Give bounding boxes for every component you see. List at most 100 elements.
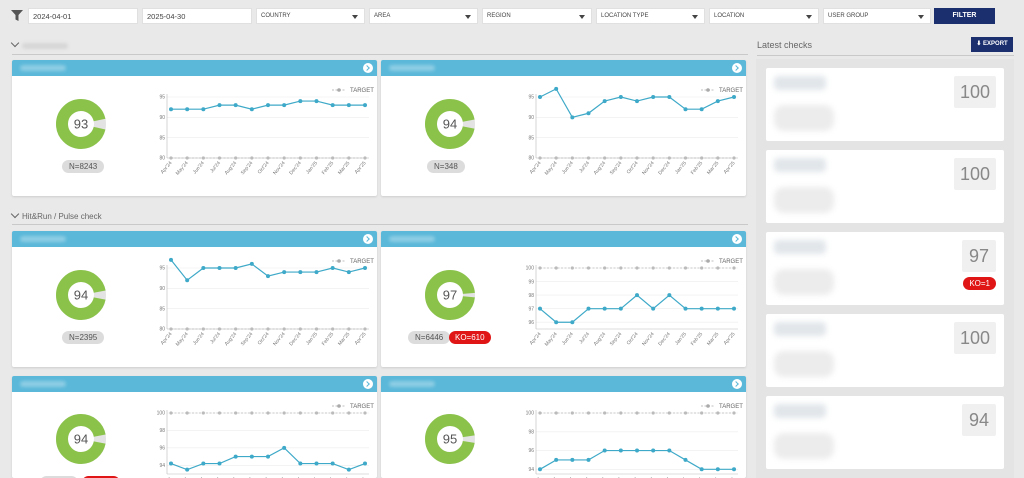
funnel-icon[interactable] — [11, 10, 23, 21]
user-group-select[interactable]: USER GROUP — [823, 8, 931, 24]
target-point — [363, 411, 367, 415]
target-point — [347, 411, 351, 415]
x-tick-label: Jan'25 — [674, 160, 688, 175]
series-point — [249, 454, 254, 459]
x-tick-label: Aug'24 — [224, 160, 239, 176]
target-point — [651, 266, 655, 270]
check-item[interactable]: 100 — [766, 150, 1004, 223]
section-2-title: Hit&Run / Pulse check — [22, 212, 102, 221]
check-score: 100 — [954, 322, 996, 354]
check-item[interactable]: 94 — [766, 396, 1004, 469]
section-2-toggle[interactable]: Hit&Run / Pulse check — [10, 209, 102, 221]
series-point — [201, 266, 206, 270]
arrow-right-circle-icon[interactable] — [732, 234, 742, 244]
location-select[interactable]: LOCATION — [709, 8, 819, 24]
x-tick-label: Feb'25 — [690, 160, 704, 176]
filter-button[interactable]: FILTER — [934, 8, 995, 24]
y-tick-label: 95 — [528, 95, 534, 101]
target-point — [586, 411, 591, 415]
series-point — [363, 266, 367, 270]
y-tick-label: 100 — [157, 411, 166, 417]
series-point — [570, 115, 575, 120]
target-point — [201, 156, 205, 160]
target-point — [185, 156, 189, 160]
target-point — [298, 411, 302, 415]
export-button[interactable]: ⬇ EXPORT — [971, 37, 1013, 52]
filter-bar: 2024-04-01 2025-04-30 COUNTRY AREA REGIO… — [0, 0, 1024, 32]
location-type-select[interactable]: LOCATION TYPE — [596, 8, 705, 24]
score-donut: 94 — [425, 99, 475, 149]
metric-card: 94 N=348 TARGET 80 85 90 95 Apr'24 May'24 Jun'2… — [381, 60, 746, 196]
x-tick-label: Apr'25 — [723, 331, 737, 346]
x-tick-label: Jul'24 — [209, 331, 222, 345]
check-thumbnail — [774, 105, 834, 131]
x-tick-label: Sep'24 — [240, 160, 255, 176]
check-item[interactable]: 100 — [766, 68, 1004, 141]
legend-target-marker — [337, 259, 341, 263]
series-point — [346, 270, 351, 275]
series-point — [618, 306, 623, 311]
area-select[interactable]: AREA — [369, 8, 478, 24]
sample-size-badge: N=6446 — [408, 331, 451, 344]
arrow-right-circle-icon[interactable] — [363, 63, 373, 73]
region-select[interactable]: REGION — [482, 8, 592, 24]
target-point — [635, 266, 639, 270]
series-point — [586, 457, 591, 462]
arrow-right-circle-icon[interactable] — [732, 63, 742, 73]
x-tick-label: Aug'24 — [593, 160, 608, 176]
country-select[interactable]: COUNTRY — [256, 8, 365, 24]
target-point — [586, 266, 591, 270]
arrow-right-circle-icon[interactable] — [363, 379, 373, 389]
target-point — [363, 327, 367, 331]
target-point — [282, 411, 286, 415]
check-item[interactable]: 97 KO=1 — [766, 232, 1004, 305]
y-tick-label: 90 — [159, 286, 165, 292]
card-title — [389, 236, 435, 242]
arrow-right-circle-icon[interactable] — [732, 379, 742, 389]
date-to-input[interactable]: 2025-04-30 — [142, 8, 252, 24]
target-point — [347, 156, 351, 160]
target-point — [635, 156, 639, 160]
target-point — [298, 327, 302, 331]
target-point — [603, 266, 607, 270]
legend-target-label: TARGET — [350, 259, 374, 265]
chevron-down-icon — [465, 15, 471, 19]
series-line — [170, 447, 366, 471]
target-point — [169, 411, 173, 415]
series-line — [539, 449, 734, 470]
legend-target-label: TARGET — [719, 404, 743, 410]
y-tick-label: 95 — [159, 95, 165, 101]
series-point — [282, 103, 287, 108]
target-point — [651, 411, 655, 415]
arrow-right-circle-icon[interactable] — [363, 234, 373, 244]
series-point — [715, 99, 720, 104]
series-point — [201, 107, 206, 112]
target-point — [538, 266, 542, 270]
x-tick-label: Oct'24 — [257, 331, 271, 346]
series-point — [282, 270, 287, 275]
region-select-label: REGION — [487, 13, 511, 19]
target-point — [217, 327, 222, 331]
card-title — [20, 381, 66, 387]
series-point — [635, 448, 639, 453]
y-tick-label: 96 — [159, 446, 165, 452]
x-tick-label: Mar'25 — [337, 160, 351, 176]
series-point — [602, 99, 607, 104]
score-donut: 93 — [56, 99, 106, 149]
check-item[interactable]: 100 — [766, 314, 1004, 387]
chevron-down-icon — [692, 15, 698, 19]
date-from-input[interactable]: 2024-04-01 — [28, 8, 138, 24]
card-header — [12, 376, 377, 392]
series-point — [554, 457, 559, 462]
section-1-toggle[interactable] — [10, 38, 68, 50]
x-tick-label: Nov'24 — [641, 160, 656, 176]
trend-chart: TARGET 96 97 98 99 100 Apr'24 May'24 Jun'24 Jul'2… — [526, 259, 744, 348]
score-donut: 94 — [56, 414, 106, 464]
x-tick-label: May'24 — [175, 331, 190, 347]
target-point — [234, 156, 238, 160]
series-point — [683, 457, 688, 462]
target-point — [716, 411, 720, 415]
target-point — [570, 266, 574, 270]
donut-score-value: 93 — [74, 117, 88, 132]
series-point — [699, 107, 704, 112]
